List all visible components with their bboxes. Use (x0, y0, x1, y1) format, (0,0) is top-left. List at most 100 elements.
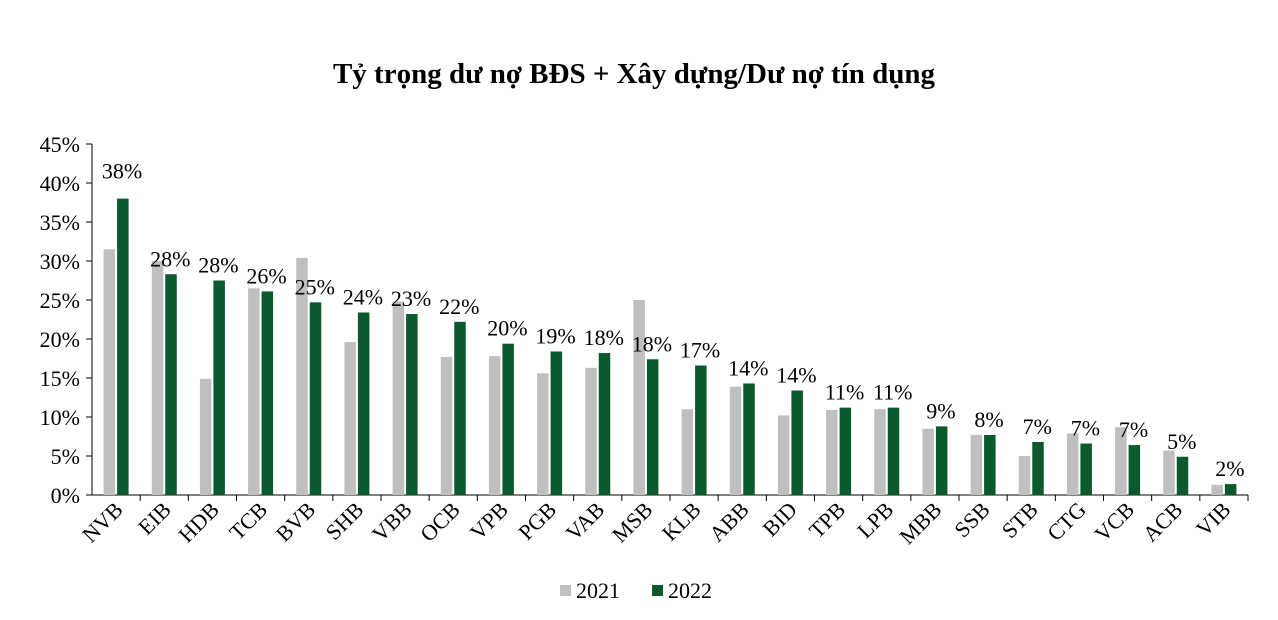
y-tick-label: 40% (40, 171, 80, 196)
bar-2022-bid (791, 390, 803, 495)
x-tick-label: PGB (513, 497, 561, 545)
x-tick-label: VCB (1089, 497, 1139, 547)
bar-2022-msb (646, 359, 659, 495)
x-tick-label: SHB (321, 497, 369, 545)
data-label: 5% (1167, 429, 1196, 454)
data-label: 18% (632, 331, 672, 356)
bar-2022-vbb (406, 314, 418, 495)
bar-2022-klb (695, 365, 707, 495)
data-label: 20% (487, 316, 527, 341)
y-tick-label: 30% (40, 249, 80, 274)
bar-2021-eib (151, 261, 164, 495)
bar-2022-abb (743, 383, 755, 495)
data-label: 2% (1215, 456, 1244, 481)
data-label: 11% (825, 380, 865, 405)
bar-2021-vib (1211, 484, 1223, 495)
bar-2021-bid (777, 415, 790, 495)
bar-2022-vab (598, 353, 611, 495)
bar-2021-vcb (1115, 427, 1127, 495)
bar-2021-vab (585, 367, 597, 495)
bar-2022-hdb (213, 280, 225, 495)
x-tick-label: OCB (415, 497, 465, 547)
bar-2022-ssb (984, 434, 996, 495)
bar-2022-acb (1176, 456, 1189, 495)
data-label: 11% (873, 380, 913, 405)
bar-2022-vcb (1128, 445, 1141, 495)
data-label: 23% (391, 286, 431, 311)
legend-swatch-2022 (652, 585, 663, 596)
data-label: 7% (1023, 414, 1052, 439)
x-tick-label: MSB (607, 497, 658, 548)
legend-swatch-2021 (560, 585, 571, 596)
data-label: 19% (535, 323, 575, 348)
data-label: 9% (926, 398, 955, 423)
bar-2021-vbb (392, 301, 405, 495)
bar-2021-msb (633, 300, 645, 495)
data-label: 14% (728, 355, 768, 380)
bar-2022-nvb (117, 198, 129, 495)
x-tick-label: STB (997, 497, 1043, 543)
data-label: 24% (343, 284, 383, 309)
bar-2021-hdb (199, 378, 212, 495)
x-tick-label: KLB (657, 497, 706, 546)
y-tick-label: 25% (40, 288, 80, 313)
x-tick-label: VAB (561, 497, 610, 546)
x-tick-label: EIB (133, 497, 176, 540)
bar-2021-abb (729, 386, 742, 495)
bar-2021-stb (1018, 456, 1031, 495)
data-label: 25% (295, 274, 335, 299)
legend-label: 2022 (668, 578, 712, 603)
data-label: 14% (776, 362, 816, 387)
data-label: 7% (1071, 416, 1100, 441)
data-label: 17% (680, 338, 720, 363)
bar-2022-pgb (550, 351, 563, 495)
bar-2021-tpb (826, 409, 838, 495)
bar-2021-vpb (488, 356, 501, 495)
bar-2022-eib (165, 274, 177, 495)
bar-2021-ssb (970, 434, 983, 495)
bar-2021-shb (344, 342, 356, 495)
bar-2022-tpb (839, 407, 852, 495)
data-label: 7% (1119, 417, 1148, 442)
legend-label: 2021 (576, 578, 620, 603)
x-tick-label: ACB (1138, 497, 1188, 547)
x-tick-label: ABB (704, 497, 754, 547)
bar-2021-ocb (440, 356, 453, 495)
data-label: 8% (974, 407, 1003, 432)
x-tick-label: LPB (852, 497, 898, 543)
x-tick-label: CTG (1042, 497, 1091, 546)
bar-2021-tcb (248, 288, 260, 495)
data-label: 18% (584, 325, 624, 350)
y-tick-label: 15% (40, 366, 80, 391)
bar-2022-vpb (502, 343, 514, 495)
x-tick-label: BVB (271, 497, 321, 547)
x-tick-label: TCB (224, 497, 272, 545)
data-label: 22% (439, 294, 479, 319)
y-tick-label: 20% (40, 327, 80, 352)
bar-2021-nvb (103, 249, 116, 495)
x-tick-label: MBB (894, 497, 946, 549)
y-tick-label: 0% (51, 483, 80, 508)
chart-title: Tỷ trọng dư nợ BĐS + Xây dựng/Dư nợ tín … (332, 58, 936, 90)
bar-2022-shb (357, 312, 370, 495)
bar-2022-tcb (261, 291, 274, 495)
bar-2022-mbb (935, 426, 948, 495)
bar-2021-acb (1163, 450, 1175, 495)
bar-2022-stb (1032, 441, 1044, 495)
bar-2021-mbb (922, 428, 934, 495)
bar-2022-ctg (1080, 443, 1092, 495)
y-tick-label: 45% (40, 132, 80, 157)
bar-2021-klb (681, 409, 694, 495)
x-tick-label: TPB (804, 497, 850, 543)
y-tick-label: 5% (51, 444, 80, 469)
x-tick-label: VIB (1191, 497, 1235, 541)
bar-2021-ctg (1066, 433, 1079, 495)
data-label: 28% (150, 246, 190, 271)
bar-2021-pgb (537, 373, 549, 495)
data-label: 26% (246, 263, 286, 288)
data-label: 38% (102, 159, 142, 184)
bar-2022-ocb (454, 321, 466, 495)
bar-2022-bvb (309, 302, 322, 495)
